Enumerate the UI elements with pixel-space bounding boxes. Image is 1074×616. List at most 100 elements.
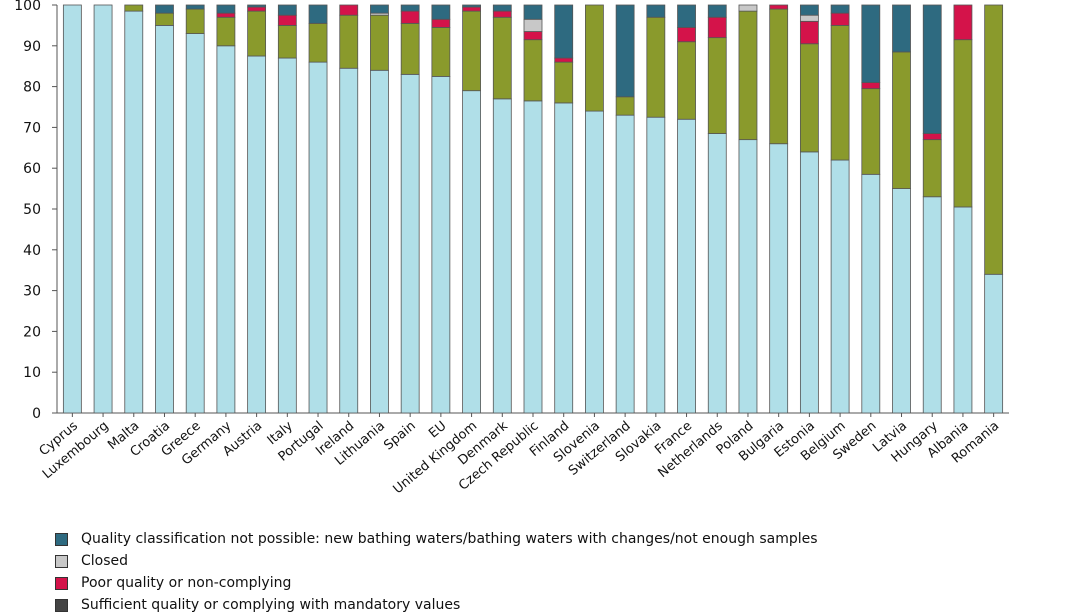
bar-segment-excellent	[646, 116, 666, 414]
y-axis: 0 10 20 30 40 50 60 70 80 90 100	[14, 0, 58, 422]
y-tick-label: 70	[23, 120, 41, 136]
legend-swatch-not-classified	[55, 532, 68, 546]
bar-segment-poor	[216, 12, 236, 18]
bar-segment-excellent	[984, 273, 1004, 414]
bar-segment-not_classified	[861, 4, 881, 83]
bar-segment-excellent	[308, 61, 328, 414]
legend-swatch-closed	[55, 554, 68, 568]
bar-segment-sufficient	[523, 39, 543, 102]
bar-segment-sufficient	[615, 96, 635, 116]
bar-segment-poor	[953, 4, 973, 41]
bar-segment-excellent	[554, 102, 574, 414]
bar-segment-poor	[523, 31, 543, 41]
bar-segment-excellent	[277, 57, 297, 414]
legend-item-closed: Closed	[55, 550, 1055, 572]
bar-segment-poor	[339, 4, 359, 16]
bar-segment-excellent	[953, 206, 973, 414]
bar-segment-excellent	[769, 143, 789, 414]
bar-segment-excellent	[922, 196, 942, 414]
bar-segment-not_classified	[431, 4, 451, 20]
bar-segment-sufficient	[799, 43, 819, 153]
legend-label-sufficient: Sufficient quality or complying with man…	[81, 597, 461, 613]
bar-segment-sufficient	[339, 14, 359, 69]
bar-segment-excellent	[93, 4, 113, 414]
bar-segment-sufficient	[216, 16, 236, 47]
bar-segment-sufficient	[155, 12, 174, 26]
bar-segment-poor	[799, 20, 819, 45]
stacked-bar-chart: 0 10 20 30 40 50 60 70 80 90 100 CyprusLuxembourgM…	[14, 0, 1009, 497]
bar-segment-not_classified	[830, 4, 850, 14]
bar-segment-excellent	[155, 24, 174, 414]
bar-segment-not_classified	[277, 4, 297, 16]
bar-segment-not_classified	[492, 4, 512, 12]
bar-segment-poor	[707, 16, 727, 39]
bar-segment-sufficient	[922, 139, 942, 198]
bar-segment-sufficient	[492, 16, 512, 100]
bar-segment-not_classified	[707, 4, 727, 18]
bars-layer	[62, 4, 1004, 414]
bar-segment-closed	[799, 14, 819, 22]
bar-segment-not_classified	[892, 4, 911, 53]
bar-segment-not_classified	[523, 4, 543, 20]
legend-swatch-poor	[55, 576, 68, 590]
bar-segment-sufficient	[707, 37, 727, 134]
bar-segment-not_classified	[677, 4, 696, 28]
bar-segment-excellent	[738, 139, 758, 414]
bar-segment-sufficient	[738, 10, 758, 141]
bar-segment-not_classified	[370, 4, 389, 14]
bar-segment-sufficient	[370, 14, 389, 71]
bar-segment-excellent	[216, 45, 236, 414]
bar-segment-poor	[492, 10, 512, 18]
y-tick-label: 100	[14, 0, 41, 14]
bar-segment-excellent	[830, 159, 850, 414]
bar-segment-not_classified	[462, 4, 481, 8]
bar-segment-sufficient	[247, 10, 267, 57]
bar-segment-poor	[431, 18, 451, 28]
legend-label-not-classified: Quality classification not possible: new…	[81, 531, 818, 547]
bar-segment-excellent	[585, 110, 604, 414]
bar-segment-poor	[247, 6, 267, 12]
x-tick-label: Spain	[381, 419, 418, 454]
bar-segment-sufficient	[554, 61, 574, 104]
bar-segment-not_classified	[615, 4, 635, 98]
bar-segment-sufficient	[984, 4, 1004, 275]
bar-segment-closed	[738, 4, 758, 12]
bar-segment-sufficient	[431, 27, 451, 77]
legend-swatch-sufficient	[55, 598, 68, 612]
bar-segment-not_classified	[308, 4, 328, 24]
bar-segment-excellent	[400, 73, 420, 414]
bar-segment-excellent	[462, 90, 481, 414]
legend: Quality classification not possible: new…	[55, 528, 1055, 616]
bar-segment-closed	[523, 18, 543, 32]
bar-segment-poor	[922, 133, 942, 141]
bar-segment-poor	[462, 6, 481, 12]
bar-segment-excellent	[62, 4, 82, 414]
bar-segment-not_classified	[185, 4, 205, 10]
bar-segment-excellent	[861, 173, 881, 414]
y-tick-label: 20	[23, 324, 41, 340]
bar-segment-sufficient	[585, 4, 604, 112]
bar-segment-poor	[769, 4, 789, 10]
bar-segment-not_classified	[247, 4, 267, 8]
bar-segment-poor	[400, 10, 420, 24]
bar-segment-excellent	[707, 133, 727, 414]
bar-segment-excellent	[339, 67, 359, 414]
bar-segment-poor	[677, 27, 696, 43]
y-tick-label: 30	[23, 284, 41, 300]
bar-segment-excellent	[523, 100, 543, 414]
bar-segment-poor	[277, 14, 297, 26]
legend-item-sufficient: Sufficient quality or complying with man…	[55, 594, 1055, 616]
bar-segment-excellent	[370, 69, 389, 414]
bar-segment-not_classified	[799, 4, 819, 16]
bar-segment-sufficient	[277, 24, 297, 59]
legend-item-poor: Poor quality or non-complying	[55, 572, 1055, 594]
bar-segment-poor	[830, 12, 850, 26]
x-axis: CyprusLuxembourgMaltaCroatiaGreeceGerman…	[37, 412, 1009, 497]
bar-segment-excellent	[185, 33, 205, 414]
y-tick-label: 60	[23, 161, 41, 177]
bar-segment-excellent	[492, 98, 512, 414]
y-tick-label: 10	[23, 365, 41, 381]
legend-item-not-classified: Quality classification not possible: new…	[55, 528, 1055, 550]
y-tick-label: 40	[23, 243, 41, 259]
bar-segment-not_classified	[554, 4, 574, 59]
